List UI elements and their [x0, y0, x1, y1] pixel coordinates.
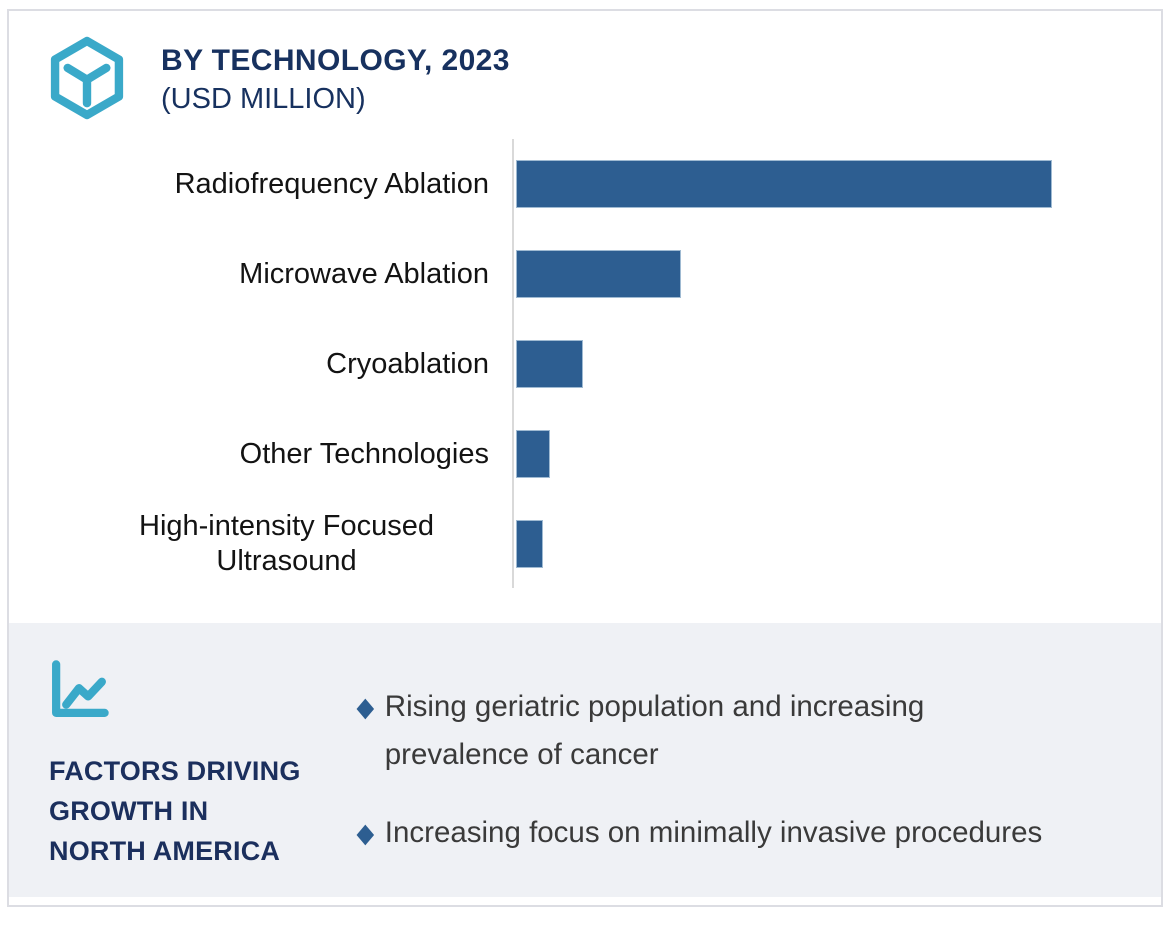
category-label: Microwave Ablation: [239, 257, 489, 290]
chart-subtitle: (USD MILLION): [161, 83, 366, 115]
factors-panel: FACTORS DRIVING GROWTH IN NORTH AMERICA …: [9, 623, 1161, 897]
bar-chart-rows: Radiofrequency Ablation Microwave Ablatio…: [9, 139, 1161, 589]
factor-bullet-text: Increasing focus on minimally invasive p…: [384, 816, 1043, 849]
category-label: Radiofrequency Ablation: [174, 167, 489, 200]
category-label: High-intensity Focused Ultrasound: [139, 510, 434, 577]
chart-title: BY TECHNOLOGY, 2023: [161, 44, 510, 77]
y-axis-line: [512, 139, 514, 588]
bar-microwave-ablation: [516, 250, 681, 298]
chart-title-block: BY TECHNOLOGY, 2023 (USD MILLION): [161, 44, 510, 116]
chart-row: High-intensity Focused Ultrasound: [9, 499, 1161, 589]
chart-row: Radiofrequency Ablation: [9, 139, 1161, 229]
chart-row: Other Technologies: [9, 409, 1161, 499]
chart-row: Cryoablation: [9, 319, 1161, 409]
factors-title-line: FACTORS DRIVING: [49, 756, 301, 786]
infographic-frame: BY TECHNOLOGY, 2023 (USD MILLION) Radiof…: [7, 9, 1163, 907]
diamond-bullet-icon: ◆: [356, 692, 375, 722]
factors-title-line: NORTH AMERICA: [49, 836, 281, 866]
factor-bullet: ◆ Increasing focus on minimally invasive …: [355, 809, 1075, 857]
factors-title: FACTORS DRIVING GROWTH IN NORTH AMERICA: [49, 751, 301, 871]
bar-cryoablation: [516, 340, 583, 388]
category-label: Other Technologies: [239, 437, 489, 470]
line-chart-icon: [52, 660, 109, 717]
chart-row: Microwave Ablation: [9, 229, 1161, 319]
hexagon-cube-icon: [50, 36, 124, 120]
diamond-bullet-icon: ◆: [356, 818, 375, 848]
bar-other-technologies: [516, 430, 550, 478]
factor-bullet: ◆ Rising geriatric population and increas…: [355, 683, 1075, 779]
factors-title-line: GROWTH IN: [49, 796, 209, 826]
category-label: Cryoablation: [326, 347, 489, 380]
chart-header: BY TECHNOLOGY, 2023 (USD MILLION): [45, 33, 510, 123]
bar-chart: Radiofrequency Ablation Microwave Ablatio…: [9, 139, 1161, 589]
factors-bullet-list: ◆ Rising geriatric population and increas…: [355, 683, 1075, 887]
factor-bullet-text: Rising geriatric population and increasi…: [384, 690, 925, 771]
bar-radiofrequency-ablation: [516, 160, 1052, 208]
bar-high-intensity-focused-ultrasound: [516, 520, 543, 568]
